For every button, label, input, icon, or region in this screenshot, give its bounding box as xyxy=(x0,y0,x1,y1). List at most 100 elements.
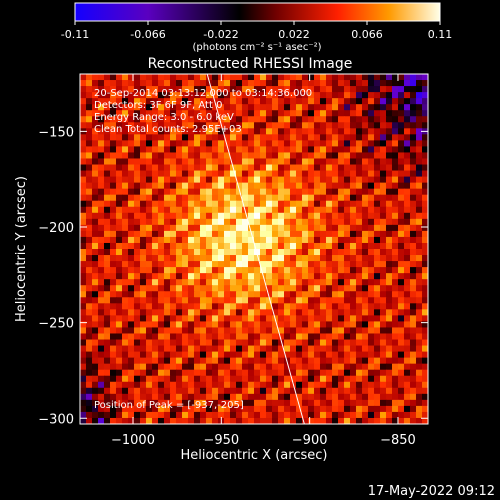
heatmap-cell xyxy=(224,399,231,407)
heatmap-cell xyxy=(278,170,285,178)
heatmap-cell xyxy=(140,345,147,353)
heatmap-cell xyxy=(164,242,171,250)
heatmap-cell xyxy=(260,309,267,316)
heatmap-cell xyxy=(326,303,333,310)
heatmap-cell xyxy=(356,122,363,129)
heatmap-cell xyxy=(248,255,255,262)
heatmap-cell xyxy=(128,339,135,347)
heatmap-cell xyxy=(224,387,231,395)
heatmap-cell xyxy=(326,297,333,304)
heatmap-cell xyxy=(356,273,363,280)
heatmap-cell xyxy=(296,194,303,202)
heatmap-cell xyxy=(182,375,189,383)
heatmap-cell xyxy=(278,357,285,365)
heatmap-cell xyxy=(386,309,393,316)
heatmap-cell xyxy=(80,303,87,310)
heatmap-cell xyxy=(248,110,255,117)
heatmap-cell xyxy=(314,363,321,371)
heatmap-cell xyxy=(422,110,428,117)
heatmap-cell xyxy=(338,98,345,105)
heatmap-cell xyxy=(398,321,405,329)
heatmap-cell xyxy=(224,255,231,262)
heatmap-cell xyxy=(158,242,165,250)
heatmap-cell xyxy=(290,273,297,280)
heatmap-cell xyxy=(200,327,207,335)
heatmap-cell xyxy=(152,110,159,117)
heatmap-cell xyxy=(380,92,387,99)
heatmap-cell xyxy=(140,206,147,214)
heatmap-cell xyxy=(194,315,201,323)
heatmap-cell xyxy=(272,285,279,292)
heatmap-cell xyxy=(140,357,147,365)
heatmap-cell xyxy=(116,80,123,87)
heatmap-cell xyxy=(152,170,159,178)
heatmap-cell xyxy=(260,351,267,359)
heatmap-cell xyxy=(230,255,237,262)
heatmap-cell xyxy=(80,80,87,87)
heatmap-cell xyxy=(86,255,93,262)
heatmap-cell xyxy=(128,381,135,389)
heatmap-cell xyxy=(206,345,213,353)
heatmap-cell xyxy=(266,375,273,383)
heatmap-cell xyxy=(302,363,309,371)
heatmap-cell xyxy=(410,122,417,129)
heatmap-cell xyxy=(116,249,123,256)
heatmap-cell xyxy=(134,188,141,196)
heatmap-cell xyxy=(158,297,165,304)
heatmap-cell xyxy=(188,279,195,286)
heatmap-cell xyxy=(188,170,195,178)
heatmap-cell xyxy=(416,303,423,310)
heatmap-cell xyxy=(80,140,87,148)
heatmap-cell xyxy=(410,417,417,424)
heatmap-cell xyxy=(386,273,393,280)
heatmap-cell xyxy=(86,242,93,250)
heatmap-cell xyxy=(200,152,207,160)
heatmap-cell xyxy=(290,224,297,232)
heatmap-cell xyxy=(272,188,279,196)
heatmap-cell xyxy=(218,285,225,292)
heatmap-cell xyxy=(308,249,315,256)
heatmap-cell xyxy=(398,411,405,419)
heatmap-cell xyxy=(362,212,369,220)
heatmap-cell xyxy=(146,333,153,341)
heatmap-cell xyxy=(362,206,369,214)
heatmap-cell xyxy=(392,104,399,111)
heatmap-cell xyxy=(362,363,369,371)
heatmap-cell xyxy=(254,218,261,226)
heatmap-cell xyxy=(398,98,405,105)
heatmap-cell xyxy=(320,345,327,353)
heatmap-cell xyxy=(254,80,261,87)
heatmap-cell xyxy=(260,249,267,256)
colorbar-gradient xyxy=(74,2,441,22)
heatmap-cell xyxy=(236,188,243,196)
heatmap-cell xyxy=(236,345,243,353)
heatmap-cell xyxy=(128,218,135,226)
heatmap-cell xyxy=(284,369,291,377)
heatmap-cell xyxy=(284,363,291,371)
heatmap-cell xyxy=(170,176,177,184)
heatmap-cell xyxy=(272,261,279,268)
heatmap-cell xyxy=(254,140,261,148)
heatmap-cell xyxy=(380,176,387,184)
heatmap-cell xyxy=(80,387,87,395)
heatmap-cell xyxy=(290,182,297,190)
heatmap-cell xyxy=(302,303,309,310)
heatmap-cell xyxy=(260,387,267,395)
heatmap-cell xyxy=(146,249,153,256)
heatmap-cell xyxy=(290,122,297,129)
heatmap-cell xyxy=(254,303,261,310)
heatmap-cell xyxy=(278,116,285,123)
heatmap-cell xyxy=(422,104,428,111)
heatmap-cell xyxy=(176,182,183,190)
heatmap-cell xyxy=(134,381,141,389)
heatmap-cell xyxy=(152,92,159,99)
heatmap-cell xyxy=(332,297,339,304)
heatmap-cell xyxy=(206,98,213,105)
heatmap-cell xyxy=(350,242,357,250)
heatmap-cell xyxy=(278,236,285,244)
heatmap-cell xyxy=(188,164,195,172)
heatmap-cell xyxy=(182,140,189,148)
heatmap-cell xyxy=(350,279,357,286)
heatmap-cell xyxy=(170,393,177,401)
heatmap-cell xyxy=(170,236,177,244)
